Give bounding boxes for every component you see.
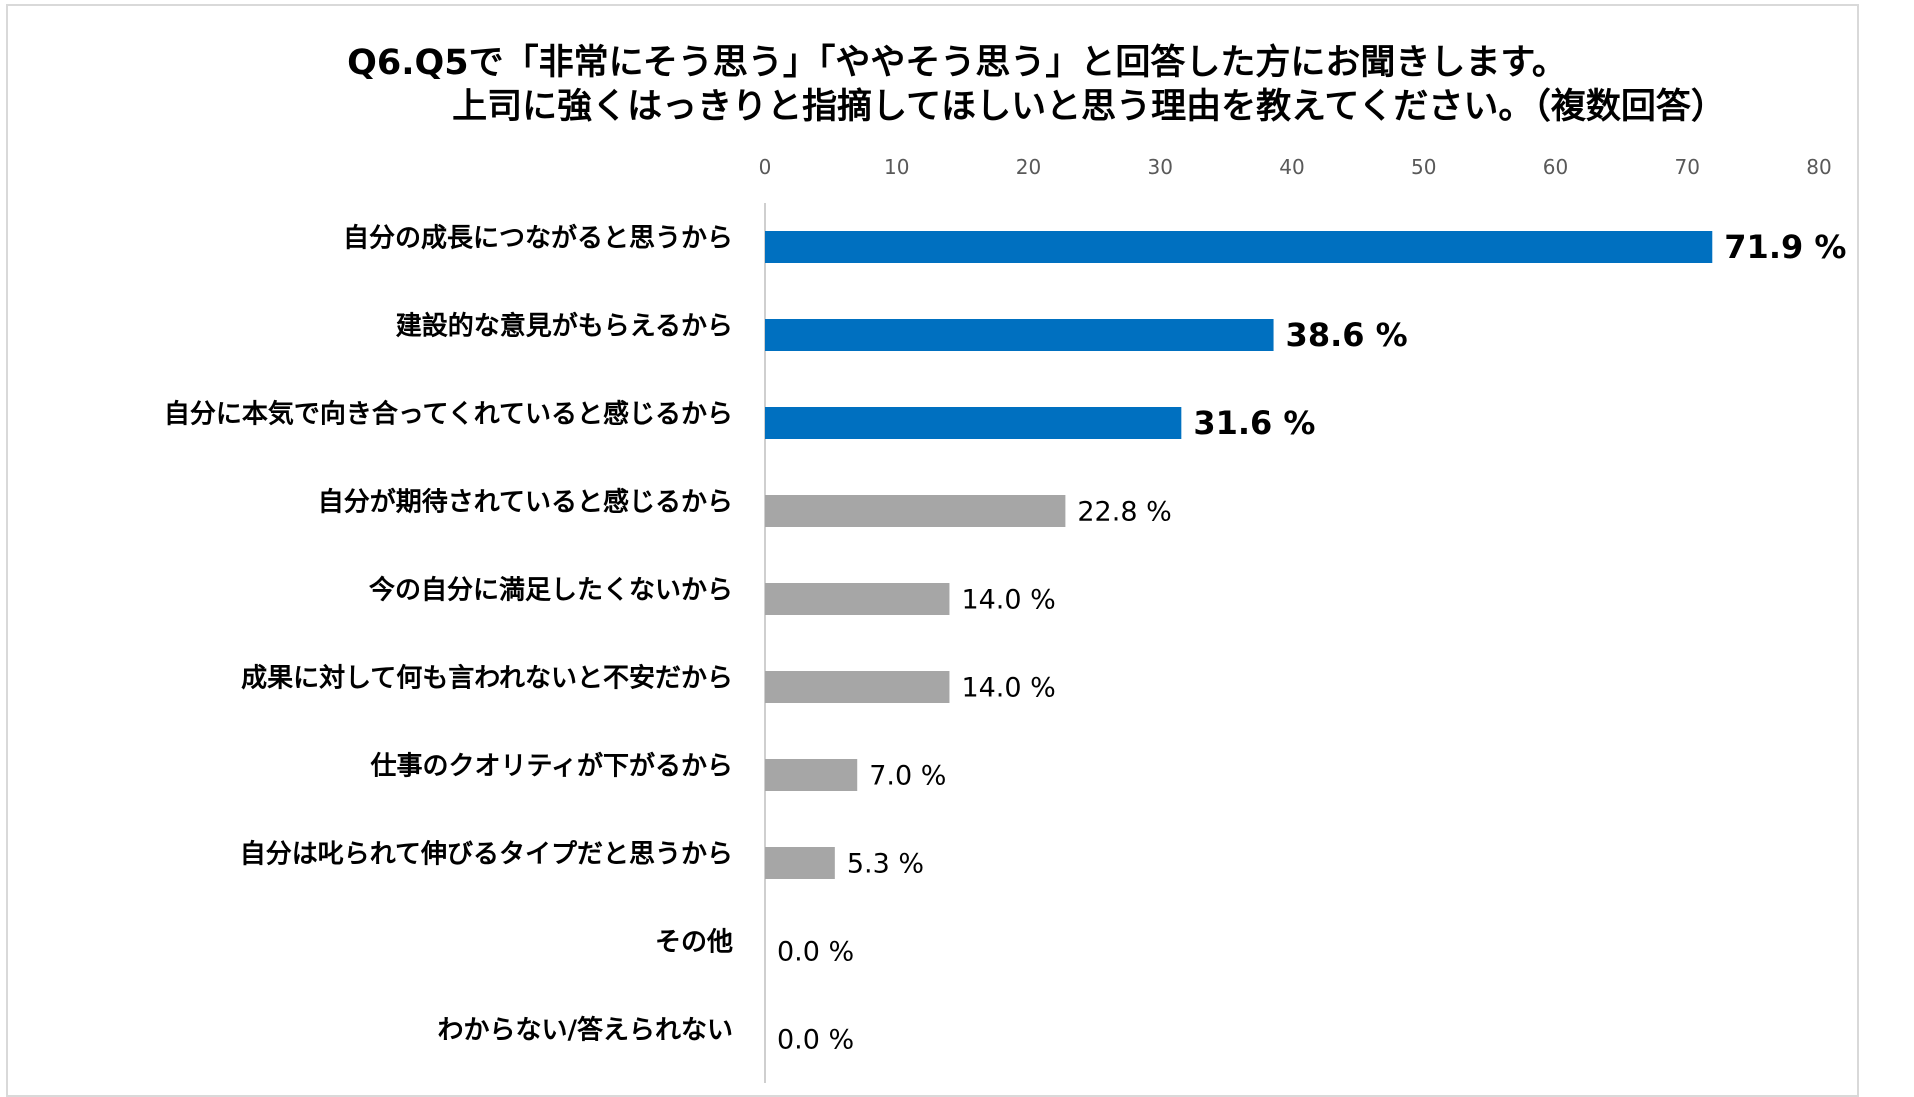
bar [765, 407, 1182, 439]
category-labels: 自分の成長につながると思うから建設的な意見がもらえるから自分に本気で向き合ってく… [164, 223, 733, 1046]
value-label: 7.0 % [869, 761, 946, 792]
bar [765, 319, 1274, 351]
chart-title-line1: Q6.Q5で「非常にそう思う」「ややそう思う」と回答した方にお聞きします。 [347, 43, 1567, 83]
x-tick-label: 80 [1806, 155, 1831, 179]
chart-frame [6, 4, 1859, 1097]
value-label: 0.0 % [777, 1025, 854, 1056]
bar [765, 847, 835, 879]
category-label: その他 [655, 928, 733, 958]
category-label: 自分の成長につながると思うから [343, 223, 733, 254]
value-label: 14.0 % [961, 673, 1055, 704]
value-label: 22.8 % [1077, 497, 1171, 528]
value-label: 14.0 % [961, 585, 1055, 616]
value-label: 0.0 % [777, 937, 854, 968]
x-tick-label: 70 [1675, 155, 1700, 179]
category-label: 自分に本気で向き合ってくれていると感じるから [164, 399, 733, 430]
category-label: 仕事のクオリティが下がるから [370, 751, 733, 782]
value-label: 5.3 % [847, 849, 924, 880]
x-axis-ticks: 0 10 20 30 40 50 60 70 80 [759, 155, 1832, 179]
bars [765, 231, 1713, 879]
category-label: 今の自分に満足したくないから [369, 575, 733, 606]
value-label: 71.9 % [1724, 228, 1846, 266]
x-tick-label: 0 [759, 155, 772, 179]
category-label: 建設的な意見がもらえるから [396, 311, 733, 342]
chart-title-line2: 上司に強くはっきりと指摘してほしいと思う理由を教えてください。（複数回答） [452, 87, 1726, 127]
bar [765, 583, 950, 615]
x-tick-label: 60 [1543, 155, 1568, 179]
category-label: 自分は叱られて伸びるタイプだと思うから [240, 839, 733, 870]
value-labels: 71.9 % 38.6 % 31.6 % 22.8 % 14.0 % 14.0 % 7.0 … [777, 228, 1846, 1056]
bar [765, 759, 858, 791]
bar [765, 671, 950, 703]
category-label: わからない/答えられない [438, 1015, 734, 1046]
x-tick-label: 20 [1016, 155, 1041, 179]
bar [765, 231, 1713, 263]
x-tick-label: 40 [1279, 155, 1304, 179]
x-tick-label: 10 [884, 155, 909, 179]
category-label: 自分が期待されていると感じるから [318, 487, 733, 518]
value-label: 31.6 % [1193, 404, 1315, 442]
category-label: 成果に対して何も言われないと不安だから [241, 664, 733, 694]
value-label: 38.6 % [1286, 316, 1408, 354]
x-tick-label: 30 [1148, 155, 1173, 179]
bar [765, 495, 1066, 527]
x-tick-label: 50 [1411, 155, 1436, 179]
